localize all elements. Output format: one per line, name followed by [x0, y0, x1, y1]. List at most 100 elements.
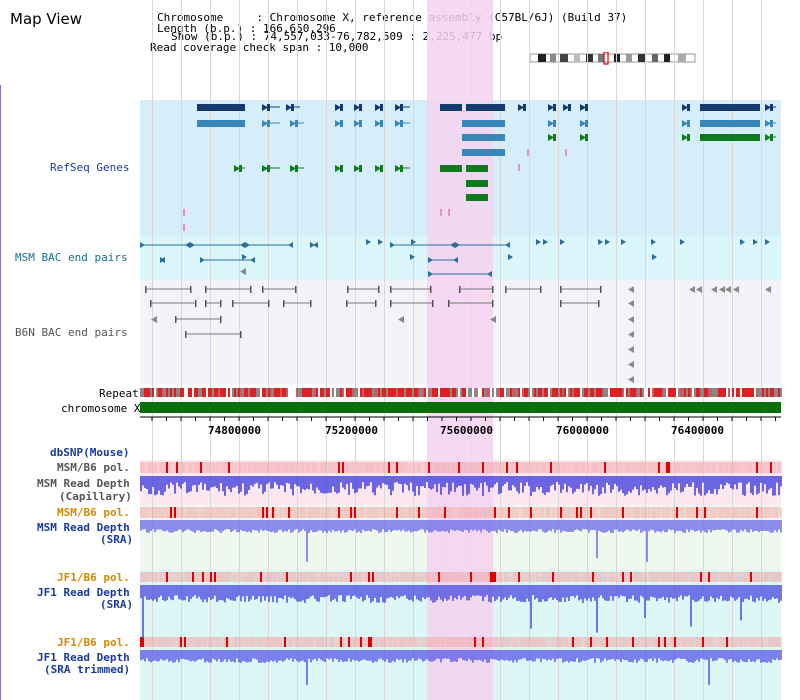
- depth-bar: [742, 476, 744, 495]
- pol-cell: [776, 572, 778, 582]
- depth-bar: [688, 650, 690, 663]
- depth-bar: [304, 585, 306, 603]
- depth-bar: [162, 476, 164, 496]
- pol-cell: [660, 462, 662, 473]
- pol-cell: [720, 572, 722, 582]
- depth-bar: [230, 520, 232, 532]
- pol-cell: [184, 507, 186, 518]
- depth-bar: [142, 520, 144, 530]
- repeat-block: [588, 388, 590, 397]
- depth-bar: [258, 476, 260, 489]
- depth-bar: [672, 650, 674, 663]
- depth-bar: [472, 520, 474, 531]
- depth-bar: [588, 585, 590, 599]
- depth-bar: [428, 650, 430, 661]
- msm-bac-label[interactable]: MSM BAC end pairs: [15, 251, 128, 264]
- pol-cell: [752, 572, 754, 582]
- depth-bar: [682, 520, 684, 533]
- refseq-genes-label[interactable]: RefSeq Genes: [50, 161, 130, 174]
- pol-cell: [172, 572, 174, 582]
- pol-cell: [246, 637, 248, 647]
- pol-cell: [502, 637, 504, 647]
- pol-cell: [160, 462, 162, 473]
- repeat-block: [688, 388, 690, 397]
- pol-cell: [714, 507, 716, 518]
- depth-bar: [196, 585, 198, 599]
- pol-cell: [572, 637, 574, 647]
- repeat-block: [776, 388, 778, 397]
- pol-cell: [640, 637, 642, 647]
- pol-cell: [750, 572, 752, 582]
- pol-cell: [652, 637, 654, 647]
- depth-bar: [196, 476, 198, 492]
- depth-bar: [274, 476, 276, 483]
- depth-bar: [200, 476, 202, 483]
- grid-line: [181, 0, 182, 700]
- pol-cell: [582, 637, 584, 647]
- repeat-block: [302, 388, 304, 397]
- depth-bar: [478, 650, 480, 660]
- pol-cell: [202, 507, 204, 518]
- depth-bar: [154, 585, 156, 600]
- pol-cell: [550, 462, 552, 473]
- pol-cell: [232, 572, 234, 582]
- pol-cell: [314, 462, 316, 473]
- b6n-bac-label[interactable]: B6N BAC end pairs: [15, 326, 128, 339]
- pol-cell: [384, 637, 386, 647]
- depth-bar: [176, 650, 178, 660]
- depth-bar: [408, 520, 410, 531]
- depth-bar: [672, 520, 674, 530]
- depth-bar: [328, 520, 330, 531]
- pol-cell: [572, 507, 574, 518]
- depth-bar: [472, 650, 474, 663]
- depth-bar: [720, 476, 722, 485]
- depth-bar: [144, 650, 146, 662]
- pol-cell: [244, 637, 246, 647]
- bac-end: [185, 242, 190, 248]
- depth-bar: [498, 585, 500, 597]
- pol-cell: [548, 462, 550, 473]
- repeat-block: [510, 388, 512, 397]
- depth-bar: [152, 650, 154, 662]
- depth-bar: [238, 650, 240, 663]
- pol-cell: [328, 507, 330, 518]
- pol-cell: [470, 462, 472, 473]
- depth-bar: [220, 520, 222, 533]
- frame-left: [0, 85, 1, 700]
- depth-bar: [516, 476, 518, 492]
- depth-bar: [200, 520, 202, 532]
- depth-bar: [648, 520, 650, 532]
- pol-cell: [424, 572, 426, 582]
- pol-cell: [696, 462, 698, 473]
- pol-cell: [380, 507, 382, 518]
- pol-cell: [532, 507, 534, 518]
- jf1-depth-trimmed-sublabel: (SRA trimmed): [44, 663, 131, 676]
- depth-bar: [630, 520, 632, 532]
- pol-cell: [282, 572, 284, 582]
- repeat-block: [646, 388, 648, 397]
- bac-end: [753, 239, 758, 245]
- depth-bar: [670, 520, 672, 531]
- pol-cell: [726, 572, 728, 582]
- repeat-block: [412, 388, 414, 397]
- depth-bar: [398, 520, 400, 530]
- depth-bar: [710, 476, 712, 494]
- depth-bar: [320, 520, 322, 531]
- depth-bar: [392, 476, 394, 491]
- pol-cell: [248, 462, 250, 473]
- depth-bar: [262, 585, 264, 597]
- repeat-block: [392, 388, 394, 397]
- dbsnp-label[interactable]: dbSNP(Mouse): [50, 446, 130, 459]
- depth-bar: [338, 520, 340, 531]
- pol-cell: [374, 637, 376, 647]
- pol-cell: [332, 462, 334, 473]
- pol-cell: [140, 637, 142, 647]
- pol-cell: [150, 507, 152, 518]
- pol-cell: [462, 462, 464, 473]
- repeat-block: [592, 388, 594, 397]
- depth-bar: [738, 585, 740, 598]
- pol-cell: [714, 572, 716, 582]
- pol-cell: [778, 462, 780, 473]
- depth-bar: [714, 520, 716, 531]
